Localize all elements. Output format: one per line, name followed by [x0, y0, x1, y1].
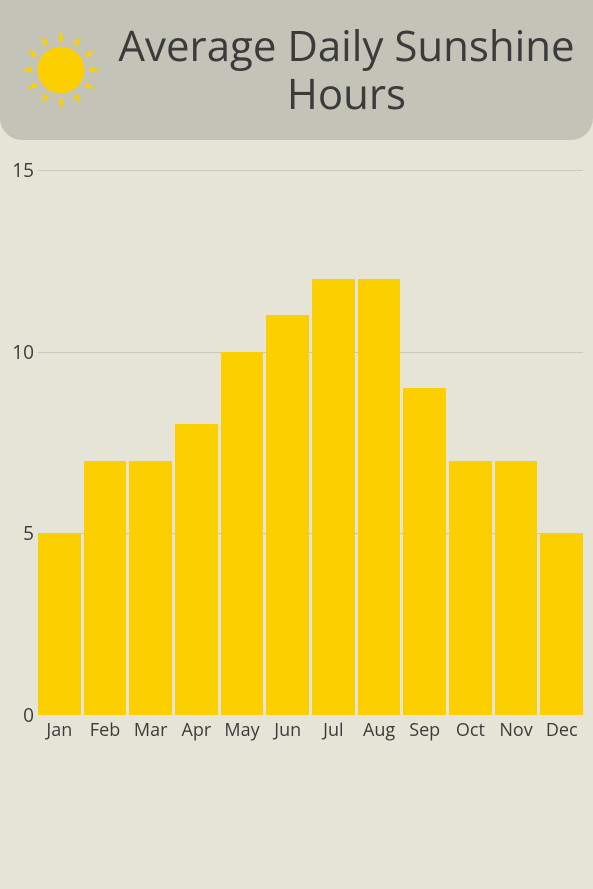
sunshine-chart: 051015 JanFebMarAprMayJunJulAugSepOctNov…: [0, 170, 593, 750]
x-tick-label: Dec: [540, 718, 583, 742]
y-tick-label: 10: [8, 339, 34, 365]
x-tick-label: May: [221, 718, 264, 742]
bar: [266, 315, 309, 715]
header: Average Daily Sunshine Hours: [0, 0, 593, 140]
x-tick-label: Jul: [312, 718, 355, 742]
x-tick-label: Sep: [403, 718, 446, 742]
page-title: Average Daily Sunshine Hours: [116, 22, 577, 119]
bar: [449, 461, 492, 715]
y-tick-label: 5: [8, 520, 34, 546]
x-tick-label: Mar: [129, 718, 172, 742]
bar: [495, 461, 538, 715]
x-tick-label: Jan: [38, 718, 81, 742]
bar: [38, 533, 81, 715]
x-tick-label: Oct: [449, 718, 492, 742]
bar: [221, 352, 264, 715]
bar: [403, 388, 446, 715]
y-tick-label: 0: [8, 702, 34, 728]
bar: [175, 424, 218, 715]
bar: [84, 461, 127, 715]
y-tick-label: 15: [8, 157, 34, 183]
bar: [312, 279, 355, 715]
x-tick-label: Jun: [266, 718, 309, 742]
x-tick-label: Nov: [495, 718, 538, 742]
sun-icon: [16, 25, 106, 115]
bar: [129, 461, 172, 715]
bar: [540, 533, 583, 715]
x-tick-label: Apr: [175, 718, 218, 742]
bar: [358, 279, 401, 715]
x-tick-label: Aug: [358, 718, 401, 742]
x-tick-label: Feb: [84, 718, 127, 742]
